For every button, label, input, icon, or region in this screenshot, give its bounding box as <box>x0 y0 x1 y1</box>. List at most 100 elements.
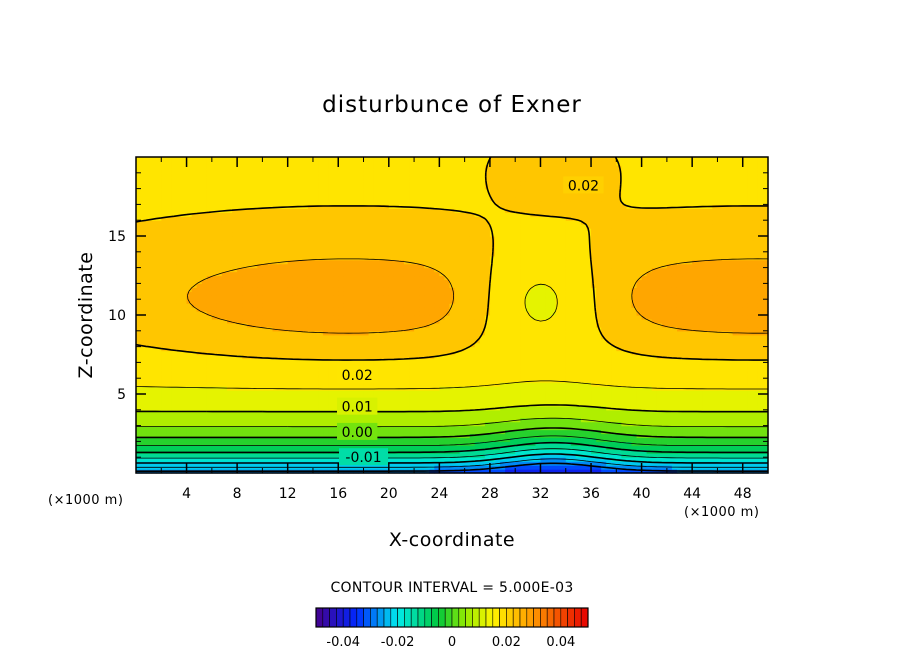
field-cell <box>403 437 410 442</box>
field-cell <box>651 370 658 375</box>
field-cell <box>459 390 466 395</box>
field-cell <box>378 354 385 360</box>
field-cell <box>232 417 238 423</box>
field-cell <box>191 405 198 411</box>
field-cell <box>596 346 602 352</box>
field-cell <box>136 334 142 340</box>
field-cell <box>606 433 612 439</box>
field-cell <box>489 334 496 340</box>
field-cell <box>666 390 673 395</box>
field-cell <box>221 421 228 427</box>
field-cell <box>287 421 294 427</box>
field-cell <box>464 437 471 442</box>
field-cell <box>136 413 142 419</box>
field-cell <box>161 433 167 439</box>
field-cell <box>449 397 456 403</box>
field-cell <box>196 397 203 403</box>
field-cell <box>247 378 253 383</box>
field-cell <box>302 382 309 387</box>
field-cell <box>287 326 294 332</box>
field-cell <box>403 441 410 446</box>
field-cell <box>530 394 537 399</box>
field-cell <box>414 441 420 446</box>
field-cell <box>191 338 198 344</box>
field-cell <box>762 437 769 442</box>
field-cell <box>591 315 597 320</box>
field-cell <box>146 374 152 379</box>
field-cell <box>535 362 542 367</box>
field-cell <box>252 421 258 427</box>
field-cell <box>479 334 486 340</box>
field-cell <box>353 445 360 450</box>
field-cell <box>550 370 557 375</box>
field-cell <box>323 350 329 356</box>
field-cell <box>232 330 238 336</box>
field-cell <box>444 429 451 435</box>
field-cell <box>540 350 547 356</box>
field-cell <box>388 378 395 383</box>
field-cell <box>712 350 719 356</box>
field-cell <box>707 326 713 332</box>
field-cell <box>348 315 355 320</box>
field-cell <box>424 453 430 458</box>
field-cell <box>641 366 648 371</box>
field-cell <box>242 429 248 435</box>
field-cell <box>343 346 349 352</box>
field-cell <box>682 366 688 371</box>
field-cell <box>565 386 572 391</box>
field-cell <box>176 370 183 375</box>
field-cell <box>570 326 577 332</box>
field-cell <box>449 378 456 383</box>
field-cell <box>661 322 668 328</box>
field-cell <box>403 315 410 320</box>
field-cell <box>596 350 602 356</box>
field-cell <box>732 346 739 352</box>
field-cell <box>398 417 405 423</box>
field-cell <box>353 382 360 387</box>
field-cell <box>520 362 526 367</box>
field-cell <box>141 346 147 352</box>
field-cell <box>449 401 456 407</box>
field-cell <box>525 449 531 454</box>
field-cell <box>611 374 617 379</box>
field-cell <box>333 405 339 411</box>
field-cell <box>318 322 324 328</box>
field-cell <box>505 401 511 407</box>
field-cell <box>545 354 552 360</box>
field-cell <box>454 429 461 435</box>
field-cell <box>616 445 622 450</box>
field-cell <box>545 378 552 383</box>
field-cell <box>171 429 178 435</box>
field-cell <box>272 350 279 356</box>
field-cell <box>181 326 188 332</box>
field-cell <box>439 362 446 367</box>
field-cell <box>515 465 521 470</box>
field-cell <box>282 354 289 360</box>
field-cell <box>252 437 258 442</box>
field-cell <box>419 394 425 399</box>
field-cell <box>307 318 314 324</box>
field-cell <box>277 449 284 454</box>
field-cell <box>161 330 167 336</box>
field-cell <box>434 413 440 419</box>
field-cell <box>676 346 683 352</box>
field-cell <box>616 461 622 466</box>
field-cell <box>500 334 506 340</box>
field-cell <box>707 382 713 387</box>
field-cell <box>621 350 628 356</box>
field-cell <box>727 421 734 427</box>
field-cell <box>671 453 678 458</box>
field-cell <box>151 386 157 391</box>
field-cell <box>676 401 683 407</box>
field-cell <box>272 445 279 450</box>
field-cell <box>500 338 506 344</box>
field-cell <box>206 378 213 383</box>
field-cell <box>676 421 683 427</box>
field-cell <box>722 445 729 450</box>
field-cell <box>383 374 390 379</box>
field-cell <box>166 366 172 371</box>
field-cell <box>687 433 693 439</box>
field-cell <box>661 405 668 411</box>
field-cell <box>388 397 395 403</box>
field-cell <box>338 354 344 360</box>
